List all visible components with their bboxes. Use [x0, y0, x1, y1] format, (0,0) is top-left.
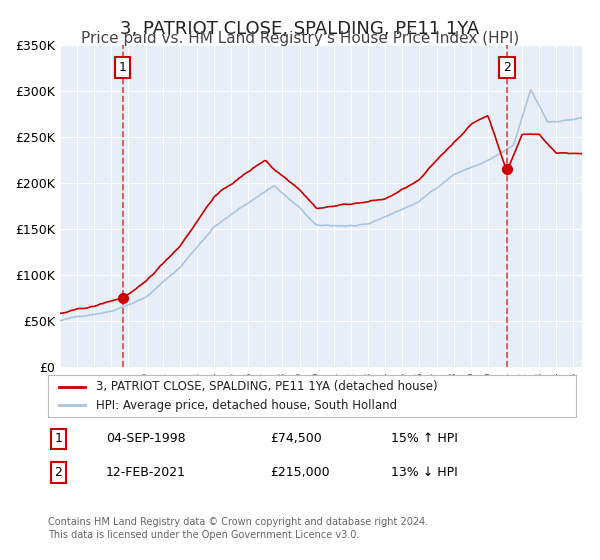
Text: £74,500: £74,500 [270, 432, 322, 445]
Text: 1: 1 [55, 432, 62, 445]
Text: 04-SEP-1998: 04-SEP-1998 [106, 432, 186, 445]
Text: 3, PATRIOT CLOSE, SPALDING, PE11 1YA (detached house): 3, PATRIOT CLOSE, SPALDING, PE11 1YA (de… [95, 380, 437, 394]
Text: 3, PATRIOT CLOSE, SPALDING, PE11 1YA: 3, PATRIOT CLOSE, SPALDING, PE11 1YA [121, 20, 479, 38]
Text: 13% ↓ HPI: 13% ↓ HPI [391, 466, 458, 479]
Text: 1: 1 [119, 61, 127, 74]
Text: £215,000: £215,000 [270, 466, 329, 479]
Text: Contains HM Land Registry data © Crown copyright and database right 2024.: Contains HM Land Registry data © Crown c… [48, 517, 428, 528]
Text: 15% ↑ HPI: 15% ↑ HPI [391, 432, 458, 445]
Text: 12-FEB-2021: 12-FEB-2021 [106, 466, 186, 479]
Text: 2: 2 [55, 466, 62, 479]
Text: 2: 2 [503, 61, 511, 74]
Text: HPI: Average price, detached house, South Holland: HPI: Average price, detached house, Sout… [95, 399, 397, 412]
Text: Price paid vs. HM Land Registry's House Price Index (HPI): Price paid vs. HM Land Registry's House … [81, 31, 519, 46]
Text: This data is licensed under the Open Government Licence v3.0.: This data is licensed under the Open Gov… [48, 530, 359, 540]
